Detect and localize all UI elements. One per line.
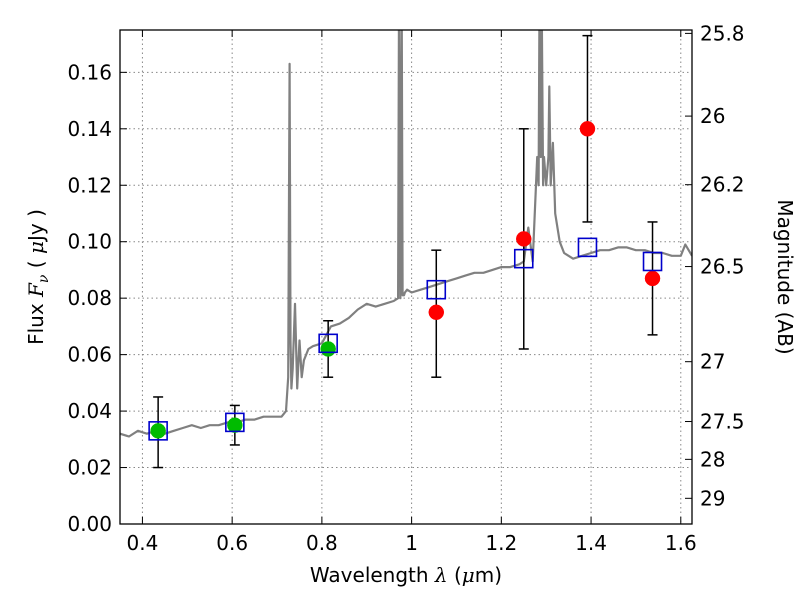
x-tick-label: 1 <box>405 531 418 555</box>
y2-tick-label: 29 <box>700 486 725 510</box>
y-tick-label: 0.06 <box>67 343 112 367</box>
x-tick-label: 1.6 <box>665 531 697 555</box>
y-tick-label: 0.12 <box>67 173 112 197</box>
y2-tick-label: 27 <box>700 350 725 374</box>
model-flux-square <box>577 237 598 258</box>
observed-flux-point <box>150 423 166 439</box>
y2-tick-label: 28 <box>700 447 725 471</box>
model-flux-square <box>148 421 168 441</box>
y2-tick-label: 25.8 <box>700 21 745 45</box>
y2-tick-label: 27.5 <box>700 410 745 434</box>
model-flux-square <box>426 279 447 300</box>
observed-flux-point <box>227 417 243 433</box>
model-flux-square <box>513 248 534 269</box>
ticks: 0.4 0.6 0.8 1 1.2 1.4 1.6 0.00 0.02 0.04 0.06 0.08 0… <box>67 21 744 555</box>
x-tick-label: 0.8 <box>306 531 338 555</box>
x-tick-label: 1.2 <box>485 531 517 555</box>
y-tick-label: 0.00 <box>67 512 112 536</box>
plot-area <box>120 30 692 469</box>
model-flux-square <box>642 251 663 272</box>
observed-flux-point <box>428 304 445 321</box>
y-tick-label: 0.08 <box>67 286 112 310</box>
observed-flux-point <box>579 121 596 137</box>
axes-frame <box>119 29 693 525</box>
x-tick-label: 1.4 <box>575 531 607 555</box>
model-spectrum-line <box>120 30 692 438</box>
x-tick-label: 0.6 <box>216 531 248 555</box>
y-tick-label: 0.04 <box>67 399 112 423</box>
grid <box>120 30 692 525</box>
y-tick-label: 0.02 <box>67 456 112 480</box>
observed-flux-point <box>644 270 661 287</box>
y2-tick-label: 26.5 <box>700 255 745 279</box>
y2-tick-label: 26.2 <box>700 173 745 197</box>
y-tick-label: 0.14 <box>67 117 112 141</box>
y-axis-label: Flux Fν ( μJy ) <box>24 209 52 345</box>
x-tick-label: 0.4 <box>127 531 159 555</box>
observed-flux-point <box>320 341 336 357</box>
x-axis-label: Wavelength λ (μm) <box>310 563 502 587</box>
model-flux-square <box>318 333 338 354</box>
model-flux-square <box>225 412 245 433</box>
observed-flux-point <box>516 231 532 247</box>
y-tick-label: 0.10 <box>67 230 112 254</box>
y2-axis-label: Magnitude (AB) <box>773 199 797 354</box>
y-tick-label: 0.16 <box>67 60 112 84</box>
y2-tick-label: 26 <box>700 104 725 128</box>
